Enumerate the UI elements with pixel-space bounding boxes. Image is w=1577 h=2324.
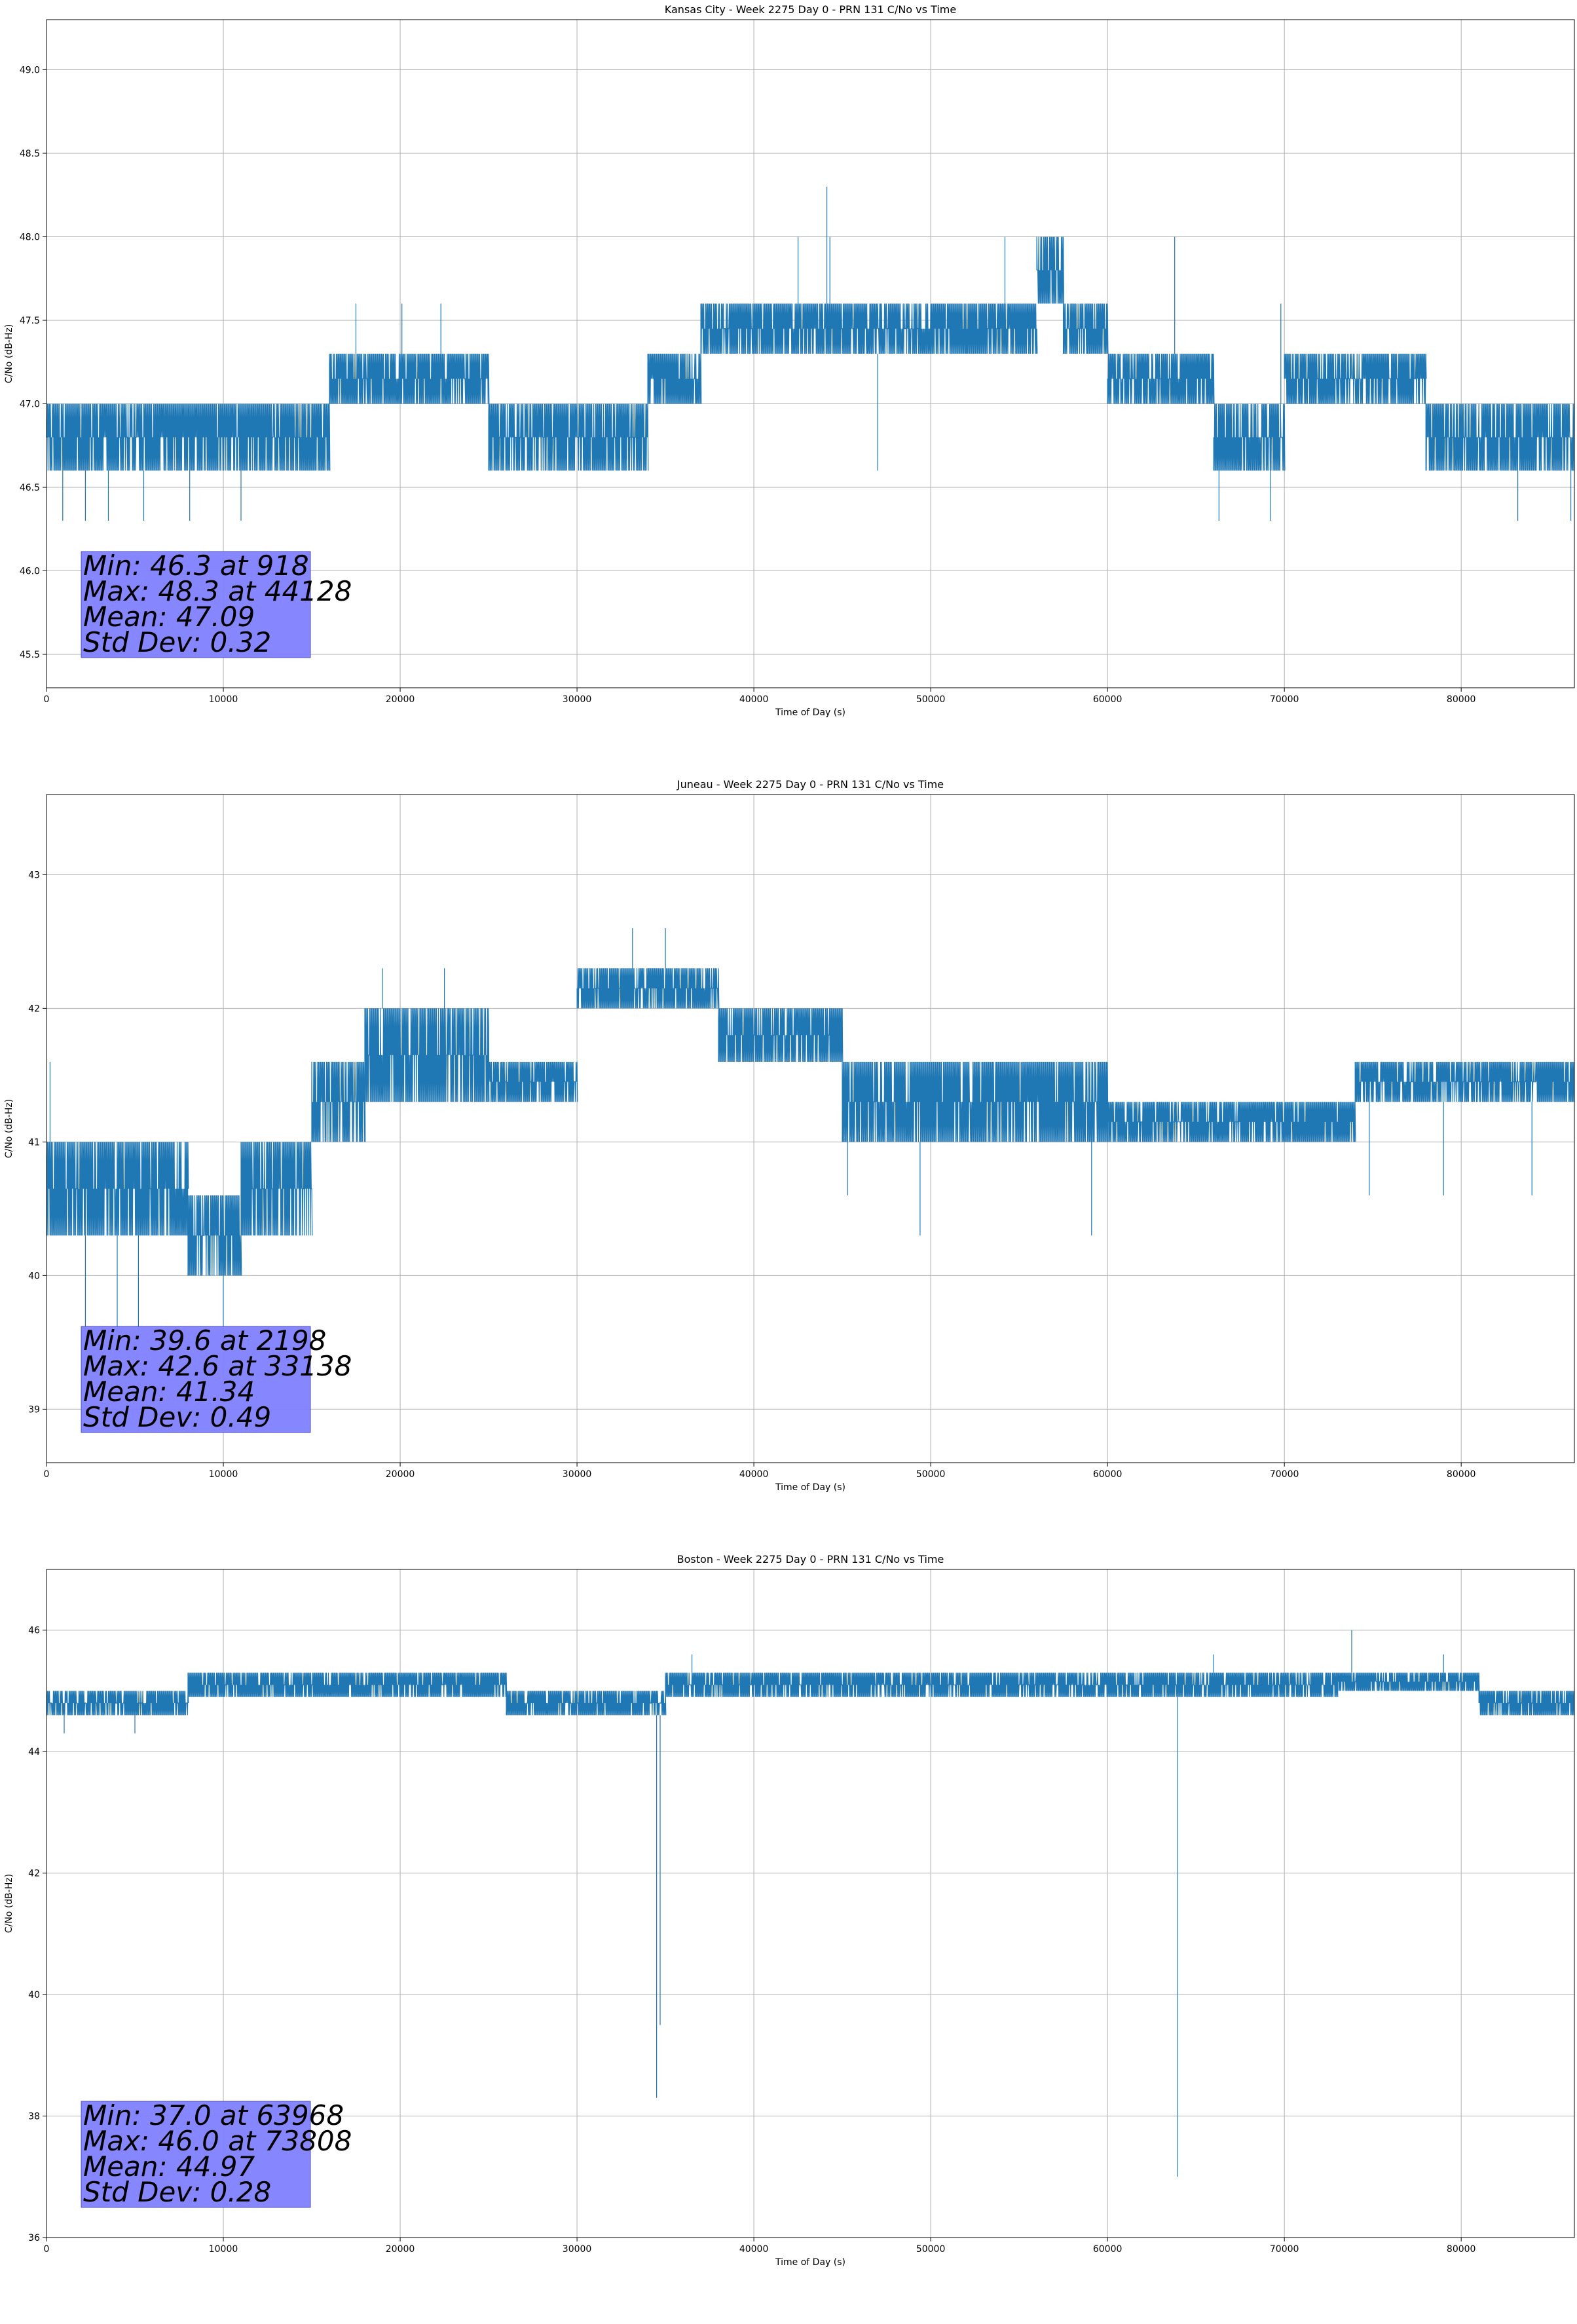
stats-line: Min: 39.6 at 2198 [83, 1324, 326, 1357]
y-tick-label: 45.5 [20, 650, 40, 660]
x-tick-label: 60000 [1093, 2244, 1122, 2255]
chart-title: Kansas City - Week 2275 Day 0 - PRN 131 … [665, 3, 956, 16]
x-tick-label: 30000 [563, 2244, 592, 2255]
y-tick-label: 40 [28, 1990, 40, 2000]
y-tick-label: 42 [28, 1869, 40, 1879]
y-tick-label: 46.5 [20, 483, 40, 493]
chart-kansas-city: Kansas City - Week 2275 Day 0 - PRN 131 … [4, 3, 1575, 718]
chart-boston: Boston - Week 2275 Day 0 - PRN 131 C/No … [4, 1553, 1575, 2268]
x-tick-label: 10000 [209, 694, 238, 705]
x-tick-label: 60000 [1093, 1469, 1122, 1480]
stats-line: Min: 37.0 at 63968 [83, 2099, 344, 2131]
x-tick-label: 40000 [739, 694, 769, 705]
plot-layer: Juneau - Week 2275 Day 0 - PRN 131 C/No … [4, 778, 1575, 1493]
x-tick-label: 20000 [386, 2244, 415, 2255]
stats-line: Std Dev: 0.49 [83, 1401, 271, 1433]
y-tick-label: 39 [28, 1404, 40, 1415]
x-tick-label: 80000 [1447, 694, 1476, 705]
x-tick-label: 50000 [916, 694, 946, 705]
stats-line: Std Dev: 0.28 [83, 2176, 271, 2208]
x-tick-label: 60000 [1093, 694, 1122, 705]
stats-line: Mean: 47.09 [83, 601, 255, 633]
stats-line: Max: 46.0 at 73808 [83, 2125, 352, 2157]
x-tick-label: 10000 [209, 2244, 238, 2255]
chart-title: Boston - Week 2275 Day 0 - PRN 131 C/No … [677, 1553, 944, 1565]
y-tick-label: 43 [28, 870, 40, 880]
y-tick-label: 41 [28, 1137, 40, 1148]
stats-line: Max: 48.3 at 44128 [83, 575, 352, 607]
chart-title: Juneau - Week 2275 Day 0 - PRN 131 C/No … [677, 778, 944, 791]
x-axis-label: Time of Day (s) [775, 2257, 845, 2268]
x-tick-label: 0 [44, 694, 50, 705]
y-tick-label: 38 [28, 2112, 40, 2122]
y-tick-label: 47.0 [20, 400, 40, 410]
y-tick-label: 36 [28, 2233, 40, 2243]
y-tick-label: 48.5 [20, 149, 40, 159]
x-tick-label: 70000 [1270, 2244, 1299, 2255]
x-tick-label: 30000 [563, 694, 592, 705]
axes-frame [46, 794, 1575, 1463]
x-tick-label: 70000 [1270, 1469, 1299, 1480]
x-tick-label: 20000 [386, 1469, 415, 1480]
y-axis-label: C/No (dB-Hz) [4, 1874, 14, 1933]
stats-box [81, 2101, 311, 2208]
stats-line: Mean: 41.34 [83, 1376, 255, 1408]
series-line [46, 1630, 1574, 2177]
x-tick-label: 20000 [386, 694, 415, 705]
y-tick-label: 40 [28, 1271, 40, 1281]
x-tick-label: 0 [44, 2244, 50, 2255]
y-tick-label: 42 [28, 1003, 40, 1014]
axes-frame [46, 19, 1575, 688]
stats-box [81, 551, 311, 658]
x-axis-label: Time of Day (s) [775, 1482, 845, 1493]
y-tick-label: 49.0 [20, 66, 40, 76]
x-tick-label: 70000 [1270, 694, 1299, 705]
y-tick-label: 48.0 [20, 233, 40, 243]
series-line [46, 187, 1574, 521]
stats-line: Std Dev: 0.32 [83, 626, 271, 658]
y-tick-label: 46.0 [20, 567, 40, 577]
stats-line: Min: 46.3 at 918 [83, 550, 309, 582]
x-tick-label: 0 [44, 1469, 50, 1480]
x-tick-label: 80000 [1447, 1469, 1476, 1480]
x-tick-label: 80000 [1447, 2244, 1476, 2255]
x-axis-label: Time of Day (s) [775, 707, 845, 718]
y-axis-label: C/No (dB-Hz) [4, 1099, 14, 1158]
axes-frame [46, 1569, 1575, 2238]
x-tick-label: 40000 [739, 2244, 769, 2255]
stats-line: Mean: 44.97 [83, 2150, 255, 2183]
y-axis-label: C/No (dB-Hz) [4, 324, 14, 383]
plot-layer: Kansas City - Week 2275 Day 0 - PRN 131 … [4, 3, 1575, 718]
y-tick-label: 44 [28, 1747, 40, 1757]
y-tick-label: 46 [28, 1626, 40, 1636]
y-tick-label: 47.5 [20, 316, 40, 326]
plot-layer: Boston - Week 2275 Day 0 - PRN 131 C/No … [4, 1553, 1575, 2268]
x-tick-label: 10000 [209, 1469, 238, 1480]
chart-juneau: Juneau - Week 2275 Day 0 - PRN 131 C/No … [4, 778, 1575, 1493]
stats-line: Max: 42.6 at 33138 [83, 1350, 352, 1382]
x-tick-label: 30000 [563, 1469, 592, 1480]
x-tick-label: 50000 [916, 1469, 946, 1480]
stats-box [81, 1326, 311, 1433]
x-tick-label: 50000 [916, 2244, 946, 2255]
series-line [46, 928, 1574, 1329]
x-tick-label: 40000 [739, 1469, 769, 1480]
